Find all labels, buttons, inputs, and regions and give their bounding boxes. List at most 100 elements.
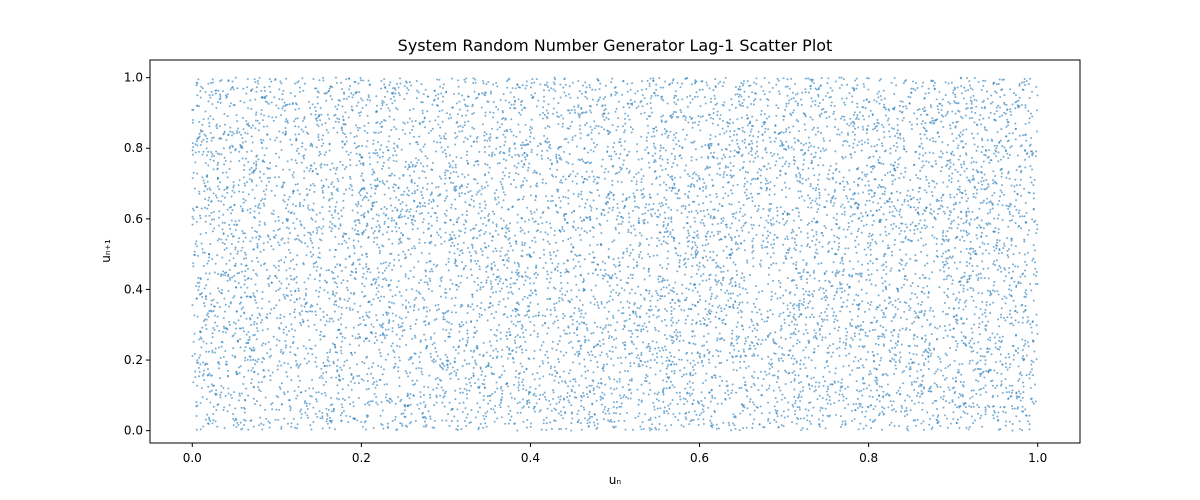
scatter-point [868, 373, 870, 376]
scatter-point [649, 196, 652, 199]
scatter-point [596, 361, 599, 364]
scatter-point [689, 362, 692, 365]
scatter-point [410, 412, 413, 415]
scatter-point [355, 146, 358, 149]
scatter-point [492, 210, 495, 213]
scatter-point [892, 222, 895, 225]
scatter-point [742, 328, 745, 331]
scatter-point [741, 325, 744, 328]
scatter-point [412, 309, 415, 312]
scatter-point [1013, 205, 1016, 208]
scatter-point [707, 213, 710, 216]
scatter-point [958, 201, 961, 204]
scatter-point [747, 231, 750, 234]
scatter-point [419, 391, 422, 394]
scatter-point [519, 411, 522, 414]
scatter-point [937, 355, 940, 358]
scatter-point [206, 175, 209, 178]
scatter-point [253, 363, 256, 366]
scatter-point [846, 140, 849, 143]
scatter-point [465, 220, 468, 223]
scatter-point [642, 192, 645, 195]
scatter-point [620, 144, 623, 147]
scatter-point [999, 345, 1002, 348]
scatter-point [404, 253, 407, 256]
scatter-point [691, 241, 694, 244]
scatter-point [549, 421, 552, 424]
scatter-point [234, 322, 237, 325]
scatter-point [493, 153, 496, 156]
scatter-point [1026, 321, 1029, 324]
scatter-point [782, 218, 785, 221]
scatter-point [832, 314, 835, 317]
scatter-point [799, 230, 802, 233]
scatter-point [450, 420, 453, 423]
scatter-point [914, 344, 917, 347]
scatter-point [444, 152, 447, 155]
scatter-point [701, 279, 704, 282]
scatter-point [544, 261, 547, 264]
scatter-point [478, 315, 481, 318]
scatter-point [902, 268, 905, 271]
scatter-point [754, 152, 757, 155]
scatter-point [192, 171, 195, 174]
scatter-point [551, 347, 554, 350]
scatter-point [553, 366, 556, 369]
scatter-point [331, 277, 334, 280]
scatter-point [1014, 127, 1017, 130]
scatter-point [709, 200, 712, 203]
scatter-point [579, 238, 582, 241]
scatter-point [545, 422, 548, 425]
scatter-point [312, 421, 315, 424]
scatter-point [674, 111, 677, 114]
scatter-point [922, 126, 925, 129]
scatter-point [578, 128, 581, 131]
scatter-point [831, 307, 834, 310]
scatter-point [952, 139, 955, 142]
scatter-point [870, 234, 873, 237]
scatter-point [705, 81, 708, 84]
scatter-point [856, 406, 859, 409]
scatter-point [564, 294, 567, 297]
scatter-point [716, 114, 719, 117]
scatter-point [1009, 363, 1012, 366]
scatter-point [738, 429, 741, 432]
scatter-point [222, 213, 225, 216]
scatter-point [969, 181, 972, 184]
scatter-point [513, 179, 516, 181]
scatter-point [571, 323, 574, 326]
scatter-point [486, 184, 489, 187]
scatter-point [1001, 297, 1004, 300]
scatter-point [555, 210, 558, 213]
scatter-point [476, 289, 479, 292]
scatter-point [380, 295, 383, 298]
scatter-point [514, 336, 517, 339]
scatter-point [741, 104, 744, 107]
scatter-point [836, 269, 839, 272]
scatter-point [246, 150, 249, 153]
scatter-point [714, 315, 717, 318]
scatter-point [635, 315, 638, 318]
scatter-point [522, 331, 524, 334]
scatter-point [571, 81, 574, 84]
scatter-point [454, 207, 457, 210]
scatter-point [903, 370, 906, 373]
scatter-point [348, 187, 351, 190]
scatter-point [904, 105, 907, 108]
scatter-point [191, 207, 194, 210]
scatter-point [191, 215, 194, 218]
scatter-point [936, 237, 938, 240]
scatter-point [778, 359, 781, 362]
scatter-point [323, 289, 326, 292]
scatter-point [630, 225, 633, 228]
scatter-point [882, 130, 885, 133]
scatter-point [901, 119, 904, 122]
scatter-point [737, 235, 740, 238]
scatter-point [950, 227, 953, 230]
scatter-point [198, 356, 201, 359]
scatter-point [536, 332, 539, 335]
scatter-point [905, 406, 908, 409]
scatter-point [596, 365, 599, 368]
scatter-point [802, 112, 805, 115]
scatter-point [886, 392, 889, 395]
